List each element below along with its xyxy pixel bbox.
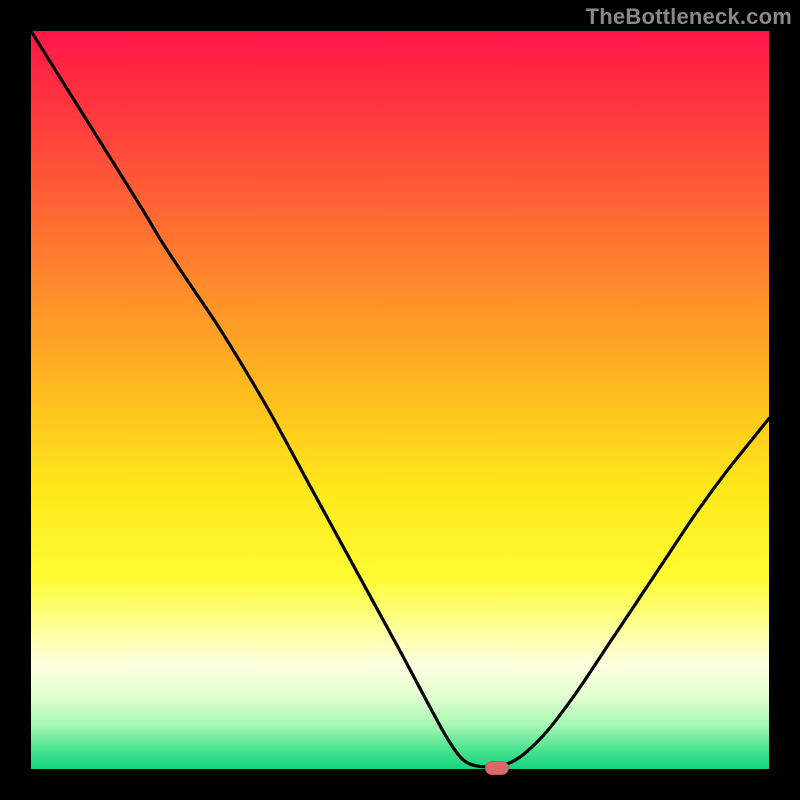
bottleneck-curve — [31, 31, 769, 769]
watermark-text: TheBottleneck.com — [586, 4, 792, 30]
optimum-marker — [485, 761, 509, 775]
plot-area — [31, 31, 769, 769]
